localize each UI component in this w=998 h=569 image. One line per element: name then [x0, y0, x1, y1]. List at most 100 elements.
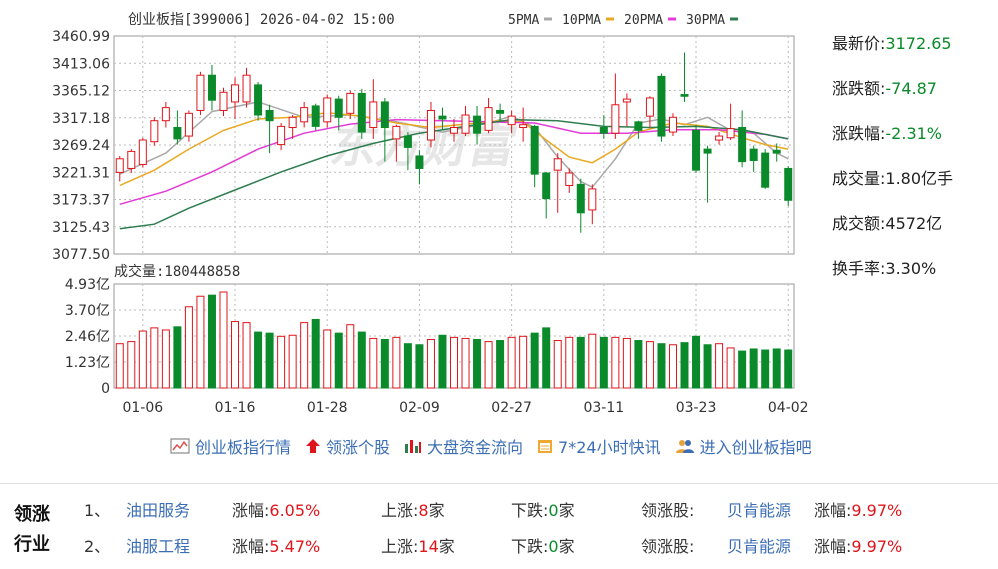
volume-bar: [323, 329, 332, 389]
volume-tick-label: 3.70亿: [65, 303, 110, 319]
candle: [254, 82, 263, 121]
volume-bar: [611, 336, 620, 389]
volume-bar: [749, 348, 758, 389]
candle: [519, 107, 528, 142]
axis-labels: 3460.99 3413.06 3365.12 3317.18 3269.24 3221.…: [52, 29, 808, 416]
candles: [115, 52, 793, 233]
date-tick-label: 04-02: [768, 400, 809, 416]
ma-legend-label: 30PMA: [686, 13, 725, 28]
volume-bar: [553, 340, 562, 389]
volume-bar: [507, 336, 516, 389]
candle-body: [519, 124, 528, 129]
candle-body: [680, 94, 689, 97]
candle: [184, 110, 193, 142]
link-index-quote[interactable]: 创业板指行情: [170, 434, 291, 458]
candle-body: [784, 167, 793, 201]
candle: [784, 166, 793, 206]
volume-bar: [692, 335, 701, 389]
volume-bar: [127, 341, 136, 389]
volume-bar: [311, 318, 320, 389]
volume-bar: [288, 334, 297, 389]
candle-body: [380, 101, 389, 129]
candle: [530, 124, 539, 188]
volume-bar: [403, 343, 412, 389]
volume-bar: [150, 327, 159, 389]
volume-bar: [761, 349, 770, 389]
candle: [346, 90, 355, 119]
stat-latest-price: 最新价:3172.65: [832, 34, 952, 53]
candle: [761, 149, 770, 189]
date-tick-label: 01-28: [307, 400, 348, 416]
candle: [450, 118, 458, 142]
candle-body: [715, 135, 724, 141]
volume-bar: [138, 330, 147, 389]
price-tick-label: 3221.31: [52, 165, 110, 181]
volume-bars: [115, 291, 793, 389]
volume-bar: [576, 336, 585, 389]
volume-tick-label: 2.46亿: [65, 329, 110, 345]
leader-stock-link[interactable]: 贝肯能源: [727, 537, 792, 556]
candle-body: [300, 107, 309, 123]
candle-body: [357, 92, 366, 133]
candle: [323, 94, 332, 128]
candle: [207, 64, 216, 111]
candle: [277, 122, 286, 151]
volume-bar: [161, 329, 170, 389]
leader-stock-link[interactable]: 贝肯能源: [727, 501, 792, 520]
candle: [668, 113, 677, 137]
price-grid: [113, 35, 795, 255]
candle: [161, 101, 170, 128]
candle-body: [657, 75, 666, 137]
volume-bar: [530, 332, 539, 389]
candle: [196, 71, 205, 116]
volume-bar: [519, 335, 528, 389]
link-news-flash[interactable]: 7*24小时快讯: [537, 434, 661, 458]
link-capital-flow[interactable]: 大盘资金流向: [404, 434, 523, 458]
date-tick-label: 03-11: [583, 400, 624, 416]
candle-body: [692, 129, 701, 171]
candle-body: [346, 92, 355, 114]
price-tick-label: 3460.99: [52, 29, 110, 45]
candle: [507, 110, 516, 134]
link-leading-stocks[interactable]: 领涨个股: [305, 434, 390, 458]
volume-bar: [115, 343, 124, 389]
industry-name-link[interactable]: 油服工程: [126, 537, 191, 556]
volume-bar: [173, 326, 182, 389]
volume-bar: [738, 350, 747, 389]
link-index-forum[interactable]: 进入创业板指吧: [675, 434, 812, 458]
candle-body: [265, 109, 274, 122]
candle-body: [184, 112, 193, 137]
candle: [438, 107, 447, 131]
candle: [611, 73, 620, 139]
candle-body: [484, 107, 493, 131]
candle: [657, 73, 666, 142]
candle-body: [127, 150, 136, 169]
industry-name-link[interactable]: 油田服务: [126, 501, 191, 520]
up-arrow-icon: [306, 439, 321, 453]
candle-body: [415, 155, 424, 169]
volume-bar: [461, 337, 470, 389]
volume-bar: [219, 291, 228, 389]
candle-body: [473, 115, 482, 134]
volume-bar: [715, 343, 724, 389]
candle: [645, 96, 654, 128]
volume-tick-label: 0: [101, 381, 110, 397]
candle-body: [726, 128, 735, 139]
candle: [231, 77, 240, 119]
candle: [749, 145, 758, 172]
candle: [634, 120, 643, 139]
line-chart-icon: [170, 438, 190, 454]
volume-tick-label: 4.93亿: [65, 277, 110, 293]
candle: [588, 184, 597, 225]
calendar-icon: [538, 440, 553, 453]
volume-bar: [438, 334, 447, 389]
candle: [357, 88, 366, 139]
volume-bar: [484, 341, 493, 389]
stat-volume: 成交量:1.80亿手: [832, 169, 954, 188]
candle: [265, 104, 274, 154]
candle: [553, 153, 562, 213]
candle-body: [161, 107, 170, 122]
candle-body: [599, 127, 608, 134]
quote-stats: 最新价:3172.65 涨跌额:-74.87 涨跌幅:-2.31% 成交量:1.…: [832, 28, 998, 298]
index-chart: 创业板指[399006] 2026-04-02 15:00 5PMA 10PMA 2…: [52, 12, 808, 416]
